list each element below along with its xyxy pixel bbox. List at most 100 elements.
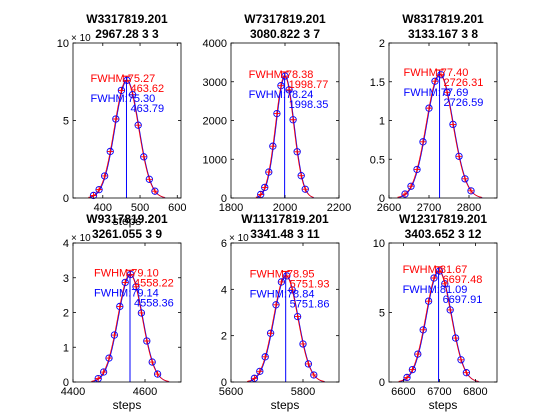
data-point [99, 368, 108, 376]
data-point [134, 121, 142, 129]
data-point [441, 280, 449, 288]
fit-point-marker [458, 356, 464, 363]
fwhm-data-label: FWHM:81.09 [403, 284, 468, 296]
fit-center-label: 463.62 [130, 83, 164, 95]
x-tick-label: 2000 [273, 202, 297, 214]
axes-box [230, 242, 340, 383]
data-center-label: 5751.86 [290, 298, 330, 310]
x-tick-label: 4600 [133, 386, 157, 398]
data-point [301, 185, 309, 193]
data-point [266, 329, 275, 337]
data-point [407, 182, 415, 190]
y-tick-label: 2 [379, 38, 385, 50]
fit-center-label: 4558.22 [134, 277, 174, 289]
data-point [140, 153, 148, 161]
fit-point-marker [135, 122, 142, 129]
data-point [123, 76, 131, 84]
y-multiplier: × 10 [71, 233, 91, 244]
data-point [419, 138, 427, 146]
data-point [112, 115, 120, 123]
fit-point-marker [151, 188, 158, 195]
fit-point-marker [420, 138, 426, 145]
y-tick-label: 2000 [203, 116, 227, 128]
fit-point-marker [122, 279, 129, 286]
fit-point-marker [294, 313, 301, 320]
fit-point-marker [414, 166, 420, 173]
fit-point-marker [149, 359, 156, 366]
data-point [403, 373, 411, 382]
fit-point-marker [273, 110, 280, 117]
fwhm-data-label: FWHM:75.30 [90, 93, 155, 105]
data-center-label: 4558.36 [134, 297, 174, 309]
y-tick-label: 10 [57, 38, 69, 50]
x-tick-label: 6600 [391, 386, 415, 398]
data-point [293, 312, 302, 321]
fit-center-label: 6697.48 [443, 274, 483, 286]
fit-point-marker [294, 148, 301, 155]
data-point [106, 147, 114, 156]
fit-point-marker [456, 153, 462, 160]
data-point [299, 340, 307, 348]
fit-point-marker [286, 86, 293, 93]
fit-point-marker [402, 191, 408, 198]
fit-point-marker [265, 169, 272, 176]
y-tick-label: 1.5 [370, 77, 385, 89]
fit-point-marker [444, 89, 450, 96]
data-point [95, 185, 103, 194]
fit-point-marker [462, 175, 468, 182]
data-point [413, 165, 421, 174]
data-point [272, 301, 280, 309]
subplot-title-line1: W9317819.201 [86, 212, 168, 226]
fit-point-marker [116, 303, 123, 310]
fit-point-marker [90, 192, 97, 199]
data-point [153, 370, 162, 378]
fit-point-marker [124, 77, 130, 84]
data-point [273, 109, 281, 118]
y-multiplier: × 10 [229, 233, 249, 244]
y-tick-label: 10 [373, 238, 385, 250]
data-point [145, 175, 153, 183]
fit-point-marker [305, 360, 312, 367]
data-point [117, 86, 126, 95]
data-point [446, 306, 454, 314]
subplot-title-line1: W8317819.201 [402, 12, 484, 26]
subplot-title-line2: 3403.652 3 12 [405, 227, 482, 241]
fit-point-marker [436, 268, 443, 275]
data-center-label: 463.79 [130, 103, 164, 115]
y-tick-label: 5 [63, 116, 69, 128]
data-point [430, 274, 438, 282]
data-point [304, 360, 313, 368]
fwhm-data-label: FWHM:77.69 [404, 87, 469, 99]
data-point [408, 365, 417, 374]
fit-point-marker [257, 191, 264, 198]
fit-point-marker [106, 355, 112, 362]
fit-point-marker [432, 78, 438, 85]
fit-point-marker [154, 371, 161, 378]
y-tick-label: 2 [63, 308, 69, 320]
fwhm-data-label: FWHM:78.84 [250, 288, 315, 300]
data-point [310, 371, 318, 379]
fwhm-fit-label: FWHM:75.27 [90, 73, 155, 85]
fit-point-marker [300, 340, 306, 347]
y-tick-label: 4000 [203, 38, 227, 50]
y-tick-label: 0 [63, 377, 69, 389]
data-point [121, 278, 129, 287]
data-center-label: 2726.59 [444, 97, 484, 109]
data-point [288, 286, 296, 294]
y-tick-label: 1 [379, 116, 385, 128]
fit-point-marker [96, 186, 103, 193]
fit-center-label: 5751.93 [290, 278, 330, 290]
data-point [289, 116, 297, 124]
fit-point-marker [140, 153, 147, 160]
fit-point-marker [127, 271, 134, 278]
data-point [261, 353, 269, 361]
x-tick-label: 2200 [327, 202, 351, 214]
data-point [293, 148, 301, 156]
data-point [431, 77, 439, 85]
fit-point-marker [290, 116, 297, 123]
fit-point-marker [404, 374, 410, 381]
fit-point-marker [289, 286, 296, 293]
y-tick-label: 3 [63, 273, 69, 285]
